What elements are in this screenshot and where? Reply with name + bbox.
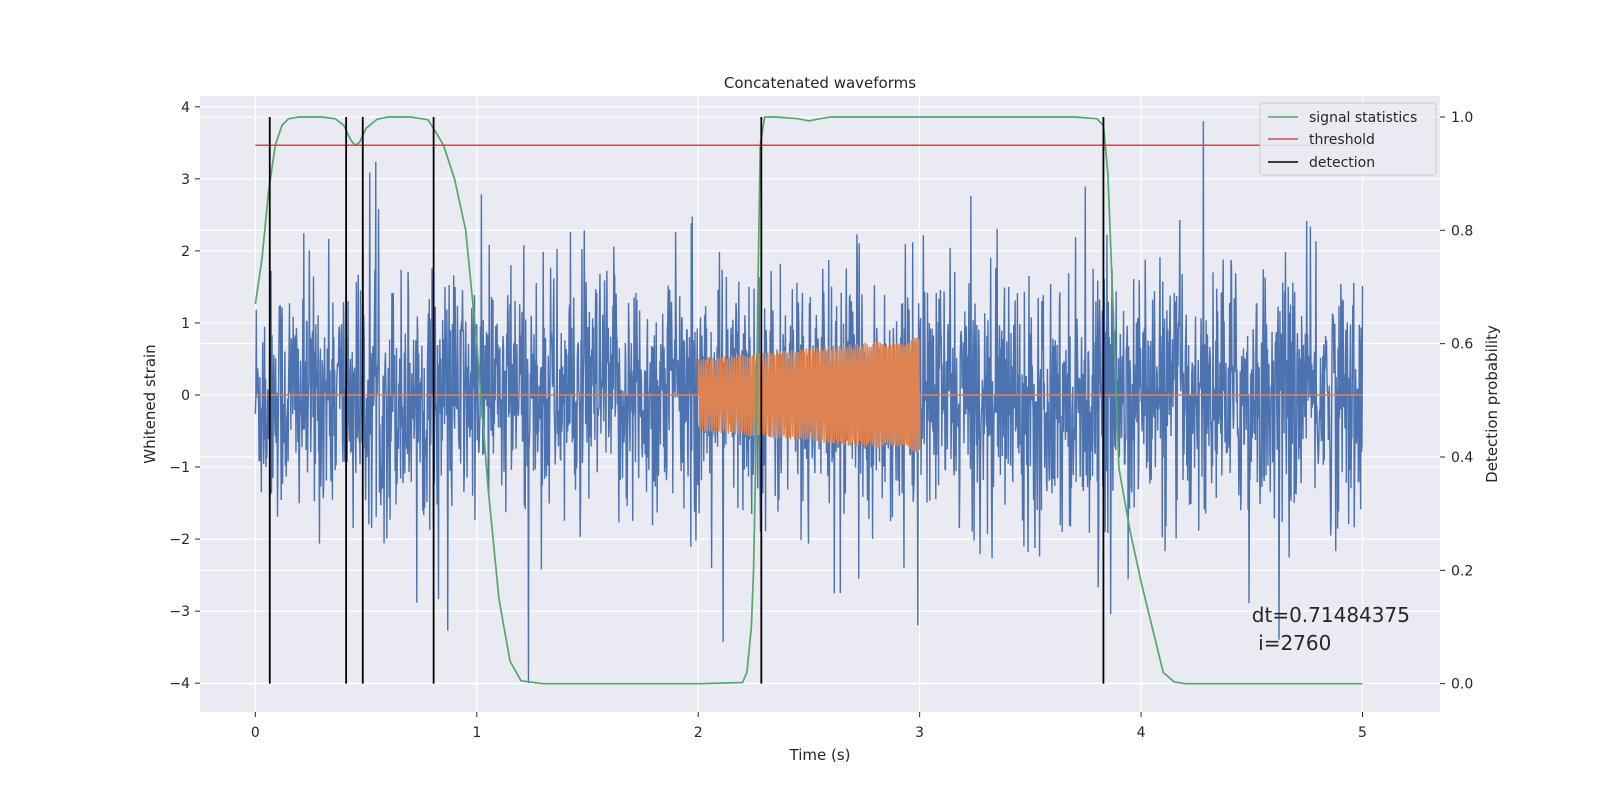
y-tick-label: −2 [169, 532, 190, 548]
x-tick-label: 2 [694, 725, 703, 741]
legend: signal statistics threshold detection [1259, 102, 1437, 176]
y-tick-label: 1 [181, 316, 190, 332]
annotation-dt: dt=0.71484375 [1252, 603, 1410, 627]
legend-label-threshold: threshold [1309, 132, 1375, 148]
x-tick-label: 0 [251, 725, 260, 741]
x-tick-label: 3 [915, 725, 924, 741]
y2-tick-label: 0.2 [1451, 563, 1473, 579]
legend-label-detection: detection [1309, 155, 1375, 171]
chart-title: Concatenated waveforms [724, 74, 916, 92]
y2-tick-label: 0.4 [1451, 450, 1473, 466]
y-tick-label: 0 [181, 388, 190, 404]
signal-statistics-line [254, 116, 1363, 685]
legend-label-signal-statistics: signal statistics [1309, 110, 1417, 126]
y2-tick-label: 1.0 [1451, 110, 1473, 126]
y-tick-label: 2 [181, 244, 190, 260]
legend-box [1259, 102, 1437, 176]
axes: 0 1 2 3 4 5 −4 −3 −2 −1 0 1 2 3 4 0.0 0.2 0.4 0.6 0.8 1.0 [169, 100, 1473, 741]
y-tick-label: −1 [169, 460, 190, 476]
y-axis-label: Whitened strain [141, 344, 159, 463]
injection-series-line [255, 337, 1363, 453]
y2-tick-label: 0.6 [1451, 337, 1473, 353]
y-tick-label: 3 [181, 172, 190, 188]
annotation-i: i=2760 [1252, 631, 1332, 655]
x-tick-label: 4 [1137, 725, 1146, 741]
x-axis-label: Time (s) [789, 746, 851, 764]
y2-tick-label: 0.0 [1451, 677, 1473, 693]
plot-area [254, 116, 1367, 685]
y-tick-label: 4 [181, 100, 190, 116]
y-tick-label: −4 [169, 676, 190, 692]
y2-tick-label: 0.8 [1451, 223, 1473, 239]
x-tick-label: 5 [1358, 725, 1367, 741]
y-tick-label: −3 [169, 604, 190, 620]
y2-axis-label: Detection probability [1483, 325, 1501, 483]
x-tick-label: 1 [472, 725, 481, 741]
